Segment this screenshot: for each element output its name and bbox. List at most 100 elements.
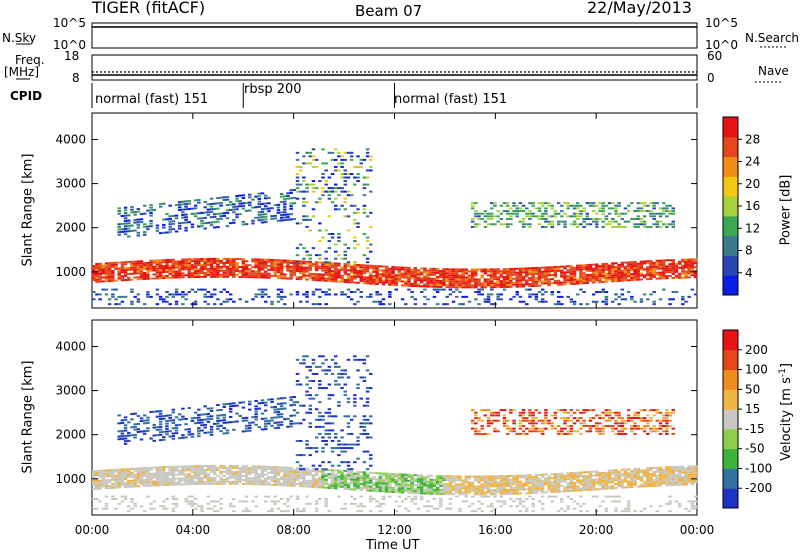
range-cell bbox=[544, 414, 548, 417]
range-cell bbox=[470, 202, 475, 205]
range-cell bbox=[136, 473, 141, 476]
range-cell bbox=[665, 207, 669, 210]
range-cell bbox=[394, 489, 398, 492]
range-cell bbox=[260, 467, 265, 470]
range-cell bbox=[181, 415, 185, 418]
range-cell bbox=[416, 269, 421, 272]
range-cell bbox=[314, 165, 319, 168]
range-cell bbox=[493, 475, 497, 478]
range-cell bbox=[165, 479, 169, 482]
range-cell bbox=[375, 472, 379, 475]
range-cell bbox=[232, 474, 236, 477]
range-cell bbox=[241, 194, 246, 197]
range-cell bbox=[400, 280, 405, 283]
range-cell bbox=[200, 471, 204, 474]
range-cell bbox=[496, 270, 500, 273]
range-cell bbox=[311, 208, 316, 211]
range-cell bbox=[493, 274, 497, 277]
range-cell bbox=[190, 475, 195, 478]
range-cell bbox=[480, 491, 484, 494]
range-cell bbox=[311, 180, 316, 183]
range-cell bbox=[693, 272, 698, 275]
range-cell bbox=[470, 510, 475, 513]
range-cell bbox=[136, 260, 141, 263]
range-cell bbox=[286, 197, 290, 200]
range-cell bbox=[490, 481, 494, 484]
range-cell bbox=[155, 303, 160, 306]
range-cell bbox=[324, 498, 328, 500]
range-cell bbox=[318, 257, 322, 260]
range-cell bbox=[248, 481, 252, 484]
range-cell bbox=[693, 258, 698, 261]
range-cell bbox=[149, 206, 153, 209]
range-cell bbox=[302, 510, 306, 513]
range-cell bbox=[295, 461, 300, 464]
range-cell bbox=[343, 267, 348, 270]
range-cell bbox=[518, 281, 523, 284]
range-cell bbox=[206, 468, 211, 471]
range-cell bbox=[340, 176, 344, 179]
range-cell bbox=[423, 295, 427, 298]
range-cell bbox=[168, 477, 172, 480]
range-cell bbox=[334, 415, 338, 418]
range-cell bbox=[228, 271, 233, 274]
range-cell bbox=[369, 436, 373, 439]
range-cell bbox=[311, 148, 316, 151]
range-cell bbox=[235, 267, 239, 270]
range-cell bbox=[98, 473, 102, 476]
range-cell bbox=[439, 272, 443, 275]
range-cell bbox=[346, 376, 351, 379]
range-cell bbox=[318, 201, 322, 204]
range-cell bbox=[461, 280, 465, 283]
range-cell bbox=[544, 300, 548, 303]
range-cell bbox=[197, 465, 201, 468]
range-cell bbox=[168, 483, 172, 486]
range-cell bbox=[327, 293, 332, 296]
range-cell bbox=[432, 277, 437, 280]
range-cell bbox=[591, 267, 596, 270]
range-cell bbox=[388, 283, 392, 286]
range-cell bbox=[244, 471, 249, 474]
range-cell bbox=[184, 262, 188, 265]
range-cell bbox=[248, 268, 252, 271]
range-cell bbox=[276, 293, 281, 296]
range-cell bbox=[187, 202, 192, 205]
range-cell bbox=[174, 300, 179, 303]
range-cell bbox=[324, 500, 328, 503]
range-cell bbox=[547, 202, 551, 205]
range-cell bbox=[270, 465, 274, 468]
range-cell bbox=[181, 295, 185, 298]
range-cell bbox=[483, 284, 488, 287]
range-cell bbox=[677, 276, 682, 279]
range-cell bbox=[388, 293, 392, 296]
range-cell bbox=[652, 202, 656, 205]
range-cell bbox=[98, 298, 102, 301]
range-cell bbox=[168, 435, 172, 438]
range-cell bbox=[601, 225, 605, 228]
range-cell bbox=[572, 268, 577, 271]
range-cell bbox=[474, 427, 478, 430]
range-cell bbox=[206, 507, 211, 510]
range-cell bbox=[235, 476, 239, 479]
range-cell bbox=[595, 267, 599, 270]
range-cell bbox=[209, 482, 214, 485]
range-cell bbox=[98, 481, 102, 484]
range-cell bbox=[512, 422, 516, 425]
range-cell bbox=[381, 265, 386, 268]
range-cell bbox=[423, 484, 427, 487]
range-cell bbox=[254, 467, 258, 470]
range-cell bbox=[340, 280, 344, 283]
range-cell bbox=[142, 277, 147, 280]
range-cell bbox=[674, 291, 679, 293]
range-cell bbox=[611, 280, 615, 283]
range-cell bbox=[171, 475, 176, 478]
range-cell bbox=[133, 433, 137, 436]
range-cell bbox=[483, 495, 488, 498]
range-cell bbox=[165, 477, 169, 480]
range-cell bbox=[283, 466, 287, 469]
range-cell bbox=[340, 471, 344, 474]
range-cell bbox=[286, 478, 290, 481]
range-cell bbox=[298, 454, 303, 457]
range-cell bbox=[474, 210, 478, 213]
range-cell bbox=[314, 502, 319, 505]
